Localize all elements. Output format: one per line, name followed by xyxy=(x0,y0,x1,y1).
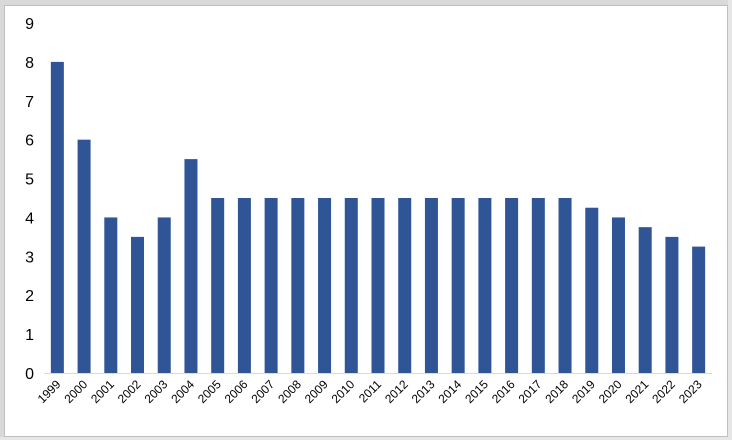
bar-2003 xyxy=(157,217,171,373)
x-tick-label: 2021 xyxy=(623,377,652,406)
y-tick-label: 9 xyxy=(25,16,34,33)
bar-2010 xyxy=(344,198,358,373)
y-tick-label: 2 xyxy=(25,288,34,305)
y-tick-label: 1 xyxy=(25,327,34,344)
x-tick-label: 1999 xyxy=(35,377,64,406)
bar-2014 xyxy=(451,198,465,373)
y-tick-label: 4 xyxy=(25,210,34,227)
x-tick-label: 2007 xyxy=(248,377,277,406)
x-tick-label: 2009 xyxy=(302,377,331,406)
x-tick-label: 2022 xyxy=(649,377,678,406)
x-tick-label: 2020 xyxy=(596,377,625,406)
x-tick-label: 2006 xyxy=(222,377,251,406)
bar-2011 xyxy=(371,198,385,373)
bar-2015 xyxy=(478,198,492,373)
x-tick-label: 2014 xyxy=(435,377,464,406)
x-tick-label: 2005 xyxy=(195,377,224,406)
bar-2005 xyxy=(211,198,225,373)
bar-2004 xyxy=(184,159,198,373)
bar-2013 xyxy=(424,198,438,373)
y-tick-label: 5 xyxy=(25,172,34,189)
x-tick-label: 2002 xyxy=(115,377,144,406)
x-tick-label: 2016 xyxy=(489,377,518,406)
bar-2019 xyxy=(585,207,599,373)
x-tick-label: 2008 xyxy=(275,377,304,406)
bar-2023 xyxy=(692,246,706,373)
window-edge-right xyxy=(728,0,732,440)
window-edge-bottom xyxy=(0,437,732,440)
y-tick-label: 8 xyxy=(25,55,34,72)
x-tick-label: 2013 xyxy=(409,377,438,406)
x-tick-label: 2017 xyxy=(516,377,545,406)
bar-2018 xyxy=(558,198,572,373)
bar-2009 xyxy=(318,198,332,373)
bar-2016 xyxy=(505,198,519,373)
bar-2008 xyxy=(291,198,305,373)
x-tick-label: 2023 xyxy=(676,377,705,406)
chart-area xyxy=(4,5,728,437)
bar-2007 xyxy=(264,198,278,373)
bar-2021 xyxy=(638,227,652,373)
bar-2002 xyxy=(131,236,145,373)
y-tick-label: 7 xyxy=(25,94,34,111)
bar-2020 xyxy=(611,217,625,373)
x-tick-label: 2011 xyxy=(356,377,384,405)
window-edge-top xyxy=(0,0,732,6)
bar-2012 xyxy=(398,198,412,373)
x-tick-label: 2000 xyxy=(61,377,90,406)
window-edge-left xyxy=(0,0,4,440)
bar-2017 xyxy=(531,198,545,373)
bar-2000 xyxy=(77,139,91,373)
x-tick-label: 2019 xyxy=(569,377,598,406)
x-tick-label: 2018 xyxy=(542,377,571,406)
x-tick-label: 2004 xyxy=(168,377,197,406)
x-tick-label: 2010 xyxy=(329,377,358,406)
x-tick-label: 2003 xyxy=(142,377,171,406)
x-tick-label: 2001 xyxy=(88,377,117,406)
bar-2001 xyxy=(104,217,118,373)
x-tick-label: 2015 xyxy=(462,377,491,406)
y-tick-label: 3 xyxy=(25,249,34,266)
bar-2022 xyxy=(665,236,679,373)
bar-1999 xyxy=(50,61,64,374)
x-tick-label: 2012 xyxy=(382,377,411,406)
y-tick-label: 6 xyxy=(25,133,34,150)
bar-2006 xyxy=(237,198,251,373)
y-tick-label: 0 xyxy=(25,366,34,383)
